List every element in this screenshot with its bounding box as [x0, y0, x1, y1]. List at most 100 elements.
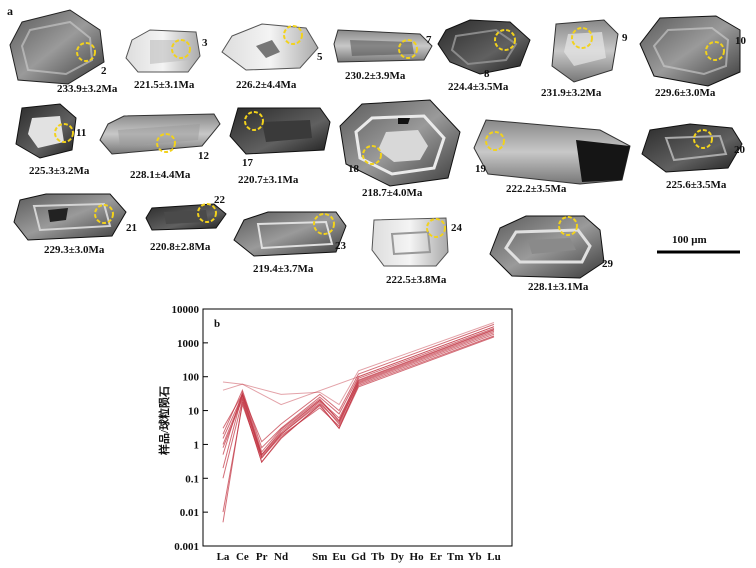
x-tick-label: Gd	[351, 551, 366, 563]
analysis-spot-9	[571, 27, 593, 49]
panel-b: b 样品/球粒陨石 10000 1000 100 10 1 0.1 0.01 0.001 La…	[157, 304, 513, 563]
grain-number-24: 24	[451, 222, 463, 234]
zircon-24-crystal	[371, 217, 449, 267]
ree-pattern-line	[222, 326, 495, 406]
y-tick-label: 0.001	[174, 541, 199, 553]
analysis-spot-5	[283, 25, 303, 45]
zircon-grain-21: 21 229.3±3.0Ma	[13, 193, 137, 256]
grain-age-23: 219.4±3.7Ma	[253, 263, 314, 275]
x-tick-label: Er	[430, 551, 442, 563]
analysis-spot-18	[362, 145, 382, 165]
chart-series-lines	[222, 322, 495, 523]
grain-age-22: 220.8±2.8Ma	[150, 241, 211, 253]
analysis-spot-22	[197, 203, 217, 223]
zircon-grain-2: 2 233.9±3.2Ma	[9, 9, 118, 95]
grain-number-10: 10	[735, 35, 747, 47]
grain-age-5: 226.2±4.4Ma	[236, 79, 297, 91]
zircon-grain-5: 5 226.2±4.4Ma	[221, 23, 323, 91]
x-tick-label: Yb	[468, 551, 482, 563]
analysis-spot-17	[244, 111, 264, 131]
panel-a: a 2 233.9±3.2Ma 3 221.5±3.1Ma 5 226.2±4.…	[7, 4, 747, 293]
zircon-grain-19: 19 222.2±3.5Ma	[473, 119, 631, 195]
grain-age-17: 220.7±3.1Ma	[238, 174, 299, 186]
y-tick-label: 1000	[177, 338, 200, 350]
zircon-grain-18: 18 218.7±4.0Ma	[339, 99, 461, 199]
zircon-grain-23: 23 219.4±3.7Ma	[233, 211, 347, 275]
ree-pattern-line	[222, 326, 495, 449]
grain-number-12: 12	[198, 150, 210, 162]
y-tick-label: 100	[183, 372, 200, 384]
grain-age-20: 225.6±3.5Ma	[666, 179, 727, 191]
analysis-spot-19	[485, 131, 505, 151]
chart-y-ticks: 10000 1000 100 10 1 0.1 0.01 0.001	[172, 304, 208, 553]
x-tick-label: Ho	[410, 551, 425, 563]
grain-number-5: 5	[317, 51, 323, 63]
zircon-20-crystal	[641, 123, 743, 173]
zircon-grain-8: 8 224.4±3.5Ma	[437, 19, 531, 93]
grain-age-11: 225.3±3.2Ma	[29, 165, 90, 177]
x-tick-label: Eu	[332, 551, 345, 563]
analysis-spot-3	[171, 39, 191, 59]
grain-number-11: 11	[76, 127, 86, 139]
x-tick-label: La	[217, 551, 230, 563]
x-tick-label: Tb	[371, 551, 384, 563]
grain-number-23: 23	[335, 240, 347, 252]
grain-age-3: 221.5±3.1Ma	[134, 79, 195, 91]
grain-number-18: 18	[348, 163, 360, 175]
grain-number-20: 20	[734, 144, 746, 156]
grain-number-29: 29	[602, 258, 614, 270]
x-tick-label: Dy	[390, 551, 404, 563]
y-tick-label: 10	[188, 406, 200, 418]
chart-x-ticks: La Ce Pr Nd Sm Eu Gd Tb Dy Ho Er Tm Yb Lu	[217, 551, 501, 563]
y-tick-label: 0.1	[185, 473, 199, 485]
x-tick-label: Nd	[274, 551, 288, 563]
analysis-spot-12	[156, 133, 176, 153]
grain-age-18: 218.7±4.0Ma	[362, 187, 423, 199]
analysis-spot-29	[558, 216, 578, 236]
grain-number-2: 2	[101, 65, 107, 77]
grain-age-12: 228.1±4.4Ma	[130, 169, 191, 181]
zircon-grain-9: 9 231.9±3.2Ma	[541, 19, 628, 99]
grain-number-19: 19	[475, 163, 487, 175]
zircon-8-crystal	[437, 19, 531, 75]
panel-b-label: b	[214, 318, 220, 330]
scale-bar-label: 100 μm	[672, 234, 707, 246]
analysis-spot-10	[705, 41, 725, 61]
zircon-grain-17: 17 220.7±3.1Ma	[229, 107, 331, 186]
ree-pattern-line	[222, 323, 495, 443]
x-tick-label: Tm	[447, 551, 464, 563]
zircon-grain-11: 11 225.3±3.2Ma	[15, 103, 90, 177]
x-tick-label: Ce	[236, 551, 249, 563]
grain-number-17: 17	[242, 157, 254, 169]
ree-pattern-line	[222, 322, 495, 406]
analysis-spot-20	[693, 129, 713, 149]
x-tick-label: Lu	[487, 551, 500, 563]
panel-a-label: a	[7, 4, 13, 18]
analysis-spot-21	[94, 204, 114, 224]
x-tick-label: Pr	[256, 551, 268, 563]
analysis-spot-2	[76, 42, 96, 62]
zircon-grain-7: 7 230.2±3.9Ma	[333, 29, 433, 82]
analysis-spot-23	[313, 213, 335, 235]
scale-bar: 100 μm	[657, 234, 740, 254]
grain-age-7: 230.2±3.9Ma	[345, 70, 406, 82]
grain-age-8: 224.4±3.5Ma	[448, 81, 509, 93]
zircon-grain-3: 3 221.5±3.1Ma	[125, 29, 208, 91]
analysis-spot-24	[426, 218, 446, 238]
y-tick-label: 1	[194, 439, 200, 451]
ree-pattern-line	[222, 332, 495, 458]
ree-pattern-line	[222, 329, 495, 456]
zircon-grain-24: 24 222.5±3.8Ma	[371, 217, 463, 286]
zircon-21-crystal	[13, 193, 127, 241]
y-tick-label: 0.01	[180, 507, 199, 519]
grain-age-24: 222.5±3.8Ma	[386, 274, 447, 286]
zircon-grain-29: 29 228.1±3.1Ma	[489, 215, 614, 293]
analysis-spot-7	[398, 39, 418, 59]
zircon-grain-10: 10 229.6±3.0Ma	[639, 15, 747, 99]
grain-number-22: 22	[214, 194, 226, 206]
grain-number-9: 9	[622, 32, 628, 44]
grain-age-19: 222.2±3.5Ma	[506, 183, 567, 195]
grain-age-29: 228.1±3.1Ma	[528, 281, 589, 293]
analysis-spot-8	[494, 29, 516, 51]
